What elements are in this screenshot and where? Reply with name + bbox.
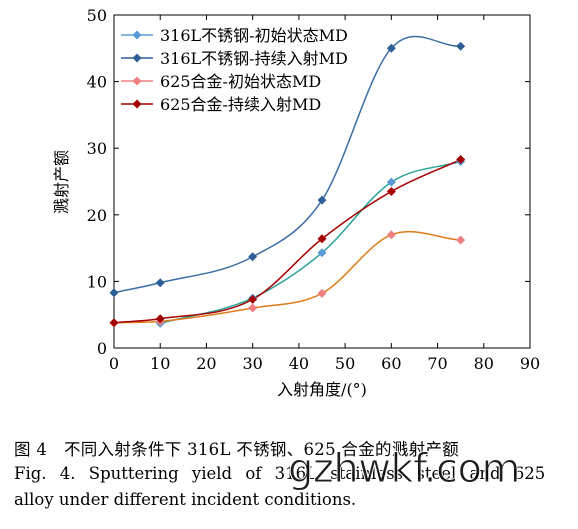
y-tick-label: 30: [87, 139, 107, 158]
x-tick-label: 20: [196, 354, 216, 373]
data-point: [317, 288, 327, 298]
figure-caption-chinese: 图 4 不同入射条件下 316L 不锈钢、625 合金的溅射产额: [14, 440, 460, 459]
x-axis-label: 入射角度/(°): [277, 380, 367, 399]
data-point: [248, 303, 258, 313]
watermark: gzhwkf.com: [288, 446, 521, 493]
data-point: [456, 235, 466, 245]
x-tick-label: 50: [335, 354, 355, 373]
series-markers: [109, 41, 466, 328]
data-point: [248, 252, 258, 262]
x-tick-label: 60: [381, 354, 401, 373]
x-tick-label: 80: [474, 354, 494, 373]
y-axis-label: 溅射产额: [52, 150, 71, 214]
x-tick-label: 70: [427, 354, 447, 373]
legend-label: 625合金-持续入射MD: [160, 95, 321, 114]
y-tick-label: 50: [87, 6, 107, 25]
x-tick-label: 90: [520, 354, 540, 373]
data-point: [155, 278, 165, 288]
data-point: [456, 41, 466, 51]
x-tick-label: 0: [109, 354, 119, 373]
y-tick-label: 40: [87, 73, 107, 92]
data-point: [248, 294, 258, 304]
y-tick-label: 20: [87, 206, 107, 225]
legend-label: 625合金-初始状态MD: [160, 72, 321, 91]
figure-caption-english-line2: alloy under different incident condition…: [14, 490, 357, 509]
figure-caption-english-line1: Fig. 4. Sputtering yield of 316L stainle…: [14, 464, 546, 483]
series-line-3: [113, 230, 461, 324]
data-point: [456, 155, 466, 165]
chart: 0 10 20 30 40 50 60 70 80 90 0 10 20 30 40 50 316L不锈钢-初…: [52, 6, 541, 399]
x-tick-label: 40: [289, 354, 309, 373]
x-tick-label: 30: [242, 354, 262, 373]
y-tick-label: 0: [97, 339, 107, 358]
legend: 316L不锈钢-初始状态MD 316L不锈钢-持续入射MD 625合金-初始状态MD…: [121, 26, 348, 114]
series-line-4: [113, 158, 461, 324]
plot-axes: 0 10 20 30 40 50 60 70 80 90 0 10 20 30 40 50: [87, 6, 541, 373]
plot-frame: [113, 14, 531, 349]
data-point: [386, 177, 396, 187]
data-point: [109, 288, 119, 298]
legend-marker: [132, 53, 142, 63]
data-point: [109, 318, 119, 328]
data-point: [155, 314, 165, 324]
x-tick-label: 10: [150, 354, 170, 373]
legend-marker: [132, 99, 142, 109]
legend-marker: [132, 30, 142, 40]
data-point: [386, 230, 396, 240]
data-point: [317, 234, 327, 244]
data-point: [317, 248, 327, 258]
legend-marker: [132, 76, 142, 86]
data-point: [386, 186, 396, 196]
y-tick-label: 10: [87, 272, 107, 291]
data-point: [317, 195, 327, 205]
legend-label: 316L不锈钢-初始状态MD: [160, 26, 348, 45]
data-point: [386, 43, 396, 53]
legend-label: 316L不锈钢-持续入射MD: [160, 49, 348, 68]
